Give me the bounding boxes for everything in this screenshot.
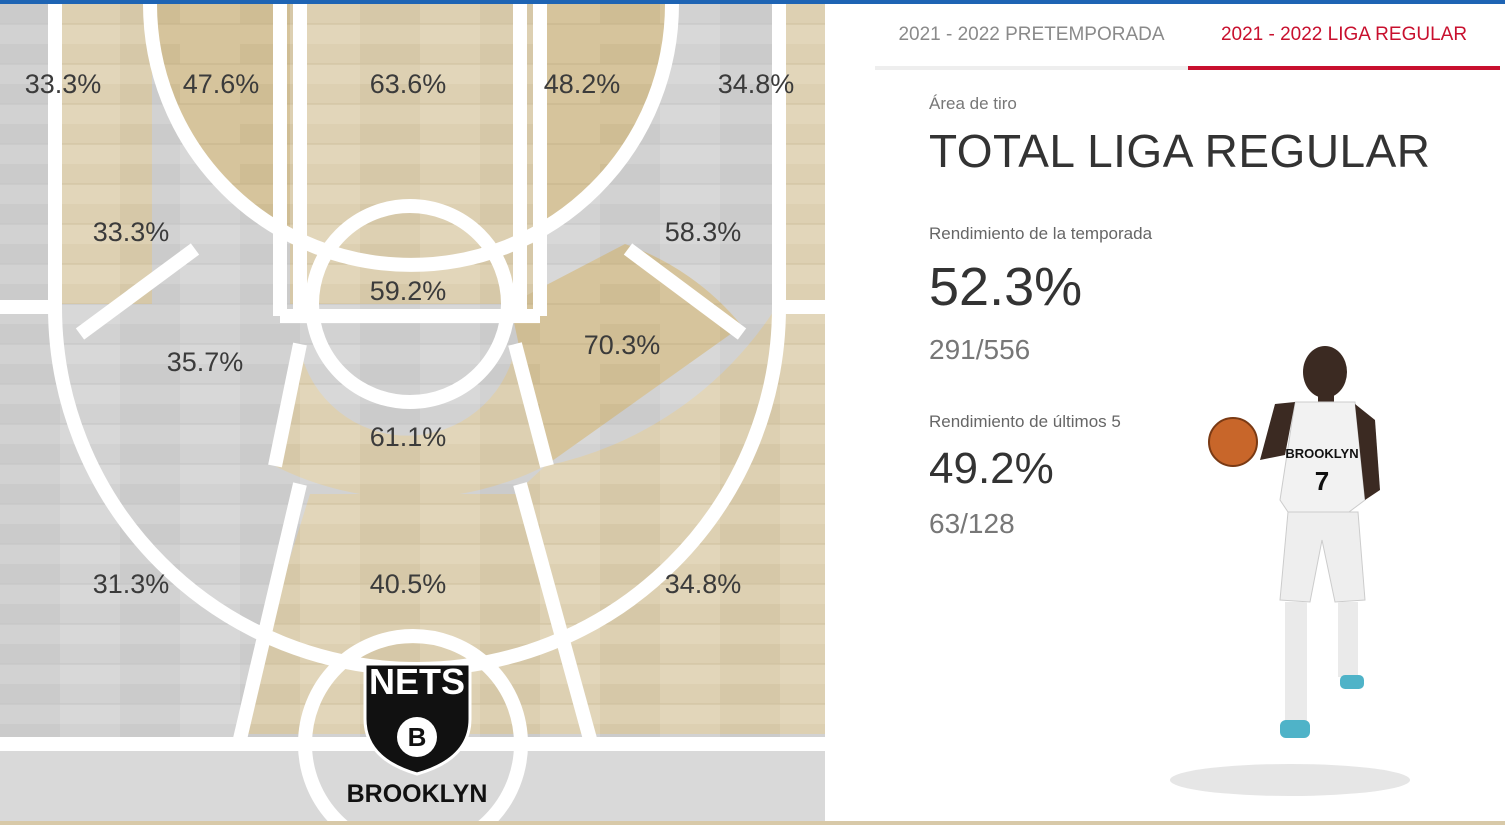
season-frac: 291/556 bbox=[929, 334, 1031, 365]
zone-label-three-center: 40.5% bbox=[370, 569, 447, 599]
player-photo: BROOKLYN 7 bbox=[1140, 340, 1430, 810]
zone-label-three-left: 31.3% bbox=[93, 569, 170, 599]
jersey-number: 7 bbox=[1315, 466, 1329, 496]
zone-label-mid-left: 33.3% bbox=[93, 217, 170, 247]
last5-frac: 63/128 bbox=[929, 508, 1015, 539]
basketball-icon bbox=[1208, 417, 1258, 467]
zone-label-mid-right: 58.3% bbox=[665, 217, 742, 247]
tab-preseason[interactable]: 2021 - 2022 PRETEMPORADA bbox=[875, 4, 1188, 70]
tab-regular-season[interactable]: 2021 - 2022 LIGA REGULAR bbox=[1188, 4, 1500, 70]
season-pct: 52.3% bbox=[929, 257, 1083, 317]
nets-logo-text: NETS bbox=[369, 661, 465, 702]
last5-caption: Rendimiento de últimos 5 bbox=[929, 412, 1121, 431]
nets-logo-city: BROOKLYN bbox=[347, 780, 488, 808]
top-accent-bar bbox=[0, 0, 1505, 4]
zone-label-top-key: 61.1% bbox=[370, 422, 447, 452]
last5-pct: 49.2% bbox=[929, 444, 1054, 493]
season-caption: Rendimiento de la temporada bbox=[929, 224, 1153, 243]
zone-label-wing-right: 48.2% bbox=[544, 69, 621, 99]
zone-top-key-fill bbox=[275, 349, 545, 499]
bottom-accent-bar bbox=[0, 821, 1505, 825]
zone-label-elbow-left: 35.7% bbox=[167, 347, 244, 377]
zone-elbow-right-fill bbox=[510, 244, 742, 466]
zone-label-three-right: 34.8% bbox=[665, 569, 742, 599]
zone-label-wing-left: 47.6% bbox=[183, 69, 260, 99]
zone-label-corner-left: 33.3% bbox=[25, 69, 102, 99]
zone-label-corner-right: 34.8% bbox=[718, 69, 795, 99]
shot-chart-court: 33.3% 47.6% 63.6% 48.2% 34.8% 33.3% 58.3… bbox=[0, 4, 825, 821]
season-tabs: 2021 - 2022 PRETEMPORADA 2021 - 2022 LIG… bbox=[875, 4, 1500, 70]
jersey-text: BROOKLYN bbox=[1285, 446, 1358, 461]
zone-label-restricted: 59.2% bbox=[370, 276, 447, 306]
zone-label-paint-top: 63.6% bbox=[370, 69, 447, 99]
player-figure: BROOKLYN 7 bbox=[1170, 346, 1410, 796]
nets-logo-letter: B bbox=[408, 722, 427, 752]
nets-logo: NETS B BROOKLYN bbox=[347, 661, 488, 808]
court-svg: 33.3% 47.6% 63.6% 48.2% 34.8% 33.3% 58.3… bbox=[0, 4, 825, 821]
page-title: TOTAL LIGA REGULAR bbox=[929, 125, 1431, 177]
area-caption: Área de tiro bbox=[929, 94, 1017, 113]
zone-corner-left-fill bbox=[62, 4, 152, 304]
zone-label-elbow-right: 70.3% bbox=[584, 330, 661, 360]
